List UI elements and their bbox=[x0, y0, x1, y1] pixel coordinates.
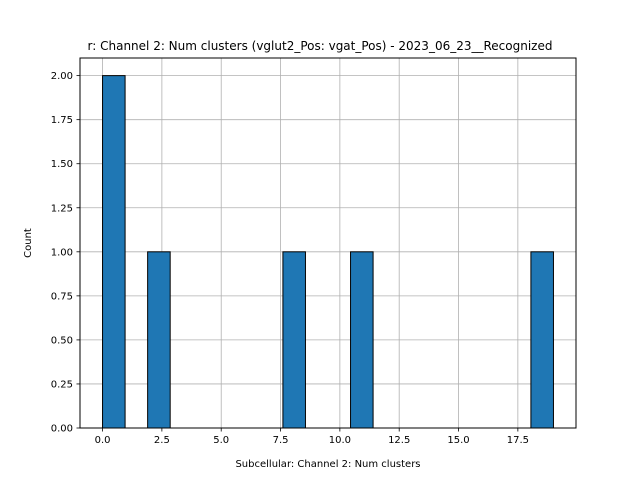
histogram-bar bbox=[282, 251, 306, 429]
y-tick-label: 0.25 bbox=[51, 379, 73, 390]
chart-title: r: Channel 2: Num clusters (vglut2_Pos: … bbox=[88, 39, 553, 53]
y-tick-label: 2.00 bbox=[51, 71, 73, 82]
x-axis-ticks: 0.0 2.5 5.0 7.5 10.0 12.5 15.0 17.5 bbox=[95, 428, 529, 446]
histogram-bar bbox=[530, 251, 554, 429]
x-tick-label: 12.5 bbox=[388, 435, 410, 446]
plot-frame bbox=[79, 57, 577, 429]
histogram-bar bbox=[350, 251, 374, 429]
y-tick-label: 0.00 bbox=[51, 424, 73, 435]
x-tick-label: 2.5 bbox=[154, 435, 170, 446]
x-tick-label: 15.0 bbox=[447, 435, 469, 446]
y-axis-ticks: 0.00 0.25 0.50 0.75 1.00 1.25 1.50 1.75 2.00 bbox=[51, 71, 80, 435]
x-tick-label: 17.5 bbox=[507, 435, 529, 446]
x-axis-label: Subcellular: Channel 2: Num clusters bbox=[235, 459, 420, 470]
y-axis-label: Count bbox=[23, 228, 34, 258]
y-tick-label: 1.25 bbox=[51, 203, 73, 214]
y-tick-label: 0.50 bbox=[51, 335, 73, 346]
y-tick-label: 0.75 bbox=[51, 291, 73, 302]
histogram-bar bbox=[102, 75, 126, 429]
x-tick-label: 10.0 bbox=[329, 435, 351, 446]
x-tick-label: 7.5 bbox=[273, 435, 289, 446]
x-tick-label: 0.0 bbox=[95, 435, 111, 446]
y-tick-label: 1.75 bbox=[51, 115, 73, 126]
histogram-bar bbox=[147, 251, 171, 429]
y-tick-label: 1.00 bbox=[51, 247, 73, 258]
y-tick-label: 1.50 bbox=[51, 159, 73, 170]
x-tick-label: 5.0 bbox=[213, 435, 229, 446]
